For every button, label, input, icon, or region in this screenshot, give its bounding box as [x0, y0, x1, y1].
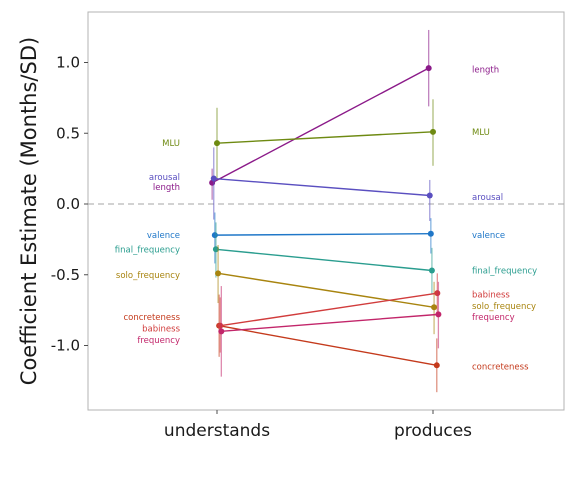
label-left-length: length [153, 183, 180, 193]
label-left-solo-frequency: solo_frequency [116, 271, 180, 281]
y-tick-label-4: -1.0 [51, 337, 80, 355]
line-babiness [220, 292, 438, 327]
line-mlu [216, 131, 434, 144]
x-axis: understands produces [164, 410, 472, 441]
point-valence-understands [211, 232, 218, 239]
label-left-valence: valence [147, 231, 180, 241]
plot-panel [87, 11, 565, 411]
line-arousal [213, 177, 430, 197]
label-right-frequency: frequency [472, 313, 515, 323]
label-left-frequency: frequency [137, 336, 180, 346]
point-frequency-understands [218, 328, 225, 335]
series-mlu [214, 99, 436, 179]
label-right-final-frequency: final_frequency [472, 267, 537, 277]
series-solo-frequency [215, 245, 438, 335]
y-axis-label: Coefficient Estimate (Months/SD) [17, 37, 41, 385]
label-right-valence: valence [472, 231, 505, 241]
label-left-final-frequency: final_frequency [115, 245, 180, 255]
point-babiness-produces [434, 290, 441, 297]
label-left-concreteness: concreteness [123, 313, 180, 323]
point-arousal-understands [210, 175, 217, 182]
series-babiness [217, 273, 441, 353]
y-axis: 1.0 0.5 0.0 -0.5 -1.0 [51, 54, 88, 355]
y-tick-label-3: -0.5 [51, 266, 80, 284]
label-left-arousal: arousal [149, 173, 180, 183]
y-tick-label-2: 0.0 [56, 195, 80, 213]
x-tick-label-produces: produces [394, 421, 472, 441]
point-final-frequency-understands [212, 246, 219, 253]
series-length [209, 29, 432, 200]
series-group [209, 29, 442, 393]
label-right-solo-frequency: solo_frequency [472, 302, 536, 312]
data-labels-group: MLUarousallengthvalencefinal_frequencyso… [115, 66, 537, 373]
line-frequency [221, 313, 439, 333]
series-final-frequency [212, 222, 435, 295]
line-valence [214, 233, 431, 236]
point-babiness-understands [217, 322, 224, 329]
series-frequency [218, 281, 442, 377]
line-final-frequency [215, 248, 432, 272]
point-solo-frequency-understands [215, 270, 222, 277]
label-right-arousal: arousal [472, 193, 503, 203]
point-arousal-produces [426, 192, 433, 199]
point-final-frequency-produces [428, 267, 435, 274]
y-tick-label-0: 1.0 [56, 54, 80, 72]
label-left-babiness: babiness [142, 325, 180, 335]
point-mlu-produces [430, 128, 436, 135]
label-right-mlu: MLU [472, 128, 490, 138]
y-tick-label-1: 0.5 [56, 124, 80, 142]
series-valence [211, 212, 434, 264]
point-frequency-produces [435, 311, 442, 318]
point-length-produces [425, 65, 432, 72]
line-solo-frequency [217, 272, 435, 308]
x-tick-label-understands: understands [164, 421, 270, 441]
point-concreteness-produces [433, 362, 440, 369]
label-left-mlu: MLU [162, 139, 180, 149]
point-valence-produces [427, 230, 434, 237]
point-solo-frequency-produces [431, 304, 438, 311]
label-right-babiness: babiness [472, 291, 510, 301]
label-right-length: length [472, 66, 499, 76]
label-right-concreteness: concreteness [472, 363, 529, 373]
series-arousal [210, 147, 433, 221]
line-concreteness [219, 325, 437, 366]
point-mlu-understands [214, 140, 220, 147]
line-length [211, 67, 430, 184]
